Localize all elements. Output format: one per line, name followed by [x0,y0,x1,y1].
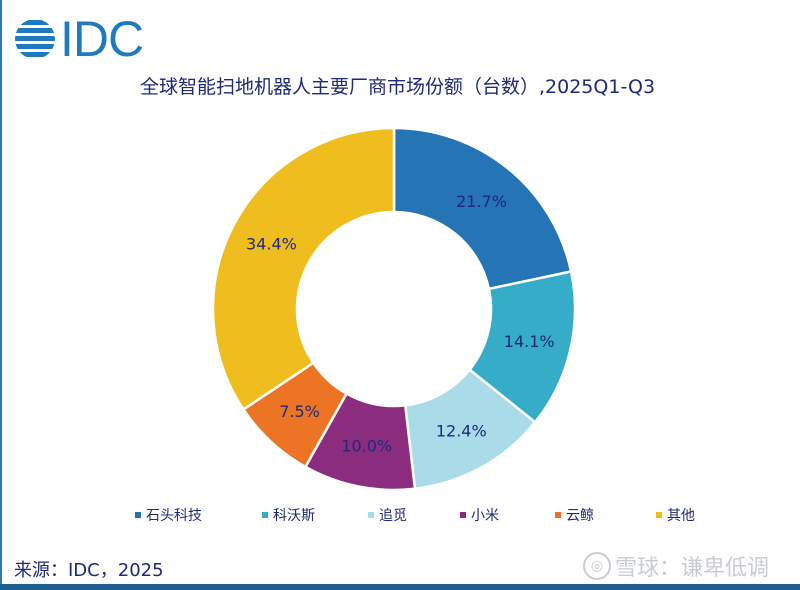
legend-item: 云鲸 [555,505,594,525]
legend-label: 科沃斯 [273,508,315,524]
legend-item: 其他 [656,505,695,525]
data-label: 21.7% [456,192,507,211]
legend-swatch [656,512,662,518]
source-note: 来源：IDC，2025 [14,560,164,581]
chart-title: 全球智能扫地机器人主要厂商市场份额（台数）,2025Q1-Q3 [140,76,656,98]
legend-label: 追觅 [379,508,407,524]
data-label: 12.4% [436,422,487,441]
logo-text: IDC [60,11,144,67]
slice-0 [392,126,573,291]
watermark: ◎ 雪球：谦卑低调 [583,550,769,582]
legend-label: 云鲸 [566,508,594,524]
legend-item: 石头科技 [135,505,202,525]
data-label: 10.0% [341,436,392,455]
legend-item: 小米 [460,505,499,525]
legend-item: 科沃斯 [262,505,315,525]
snowball-logo-icon: ◎ [583,552,611,580]
slice-5 [211,126,396,412]
legend: 石头科技 科沃斯 追觅 小米 云鲸 其他 [0,505,800,525]
bottom-bar [0,584,800,590]
legend-label: 其他 [667,508,695,524]
data-label: 14.1% [504,332,555,351]
legend-label: 小米 [471,508,499,524]
idc-logo: IDC [14,11,144,67]
legend-swatch [460,512,466,518]
watermark-text: 雪球：谦卑低调 [615,556,770,581]
legend-item: 追觅 [368,505,407,525]
legend-swatch [368,512,374,518]
data-label: 7.5% [279,402,320,421]
legend-swatch [262,512,268,518]
legend-label: 石头科技 [146,508,202,524]
globe-icon [15,20,55,57]
legend-swatch [135,512,141,518]
legend-swatch [555,512,561,518]
data-label: 34.4% [246,234,297,253]
